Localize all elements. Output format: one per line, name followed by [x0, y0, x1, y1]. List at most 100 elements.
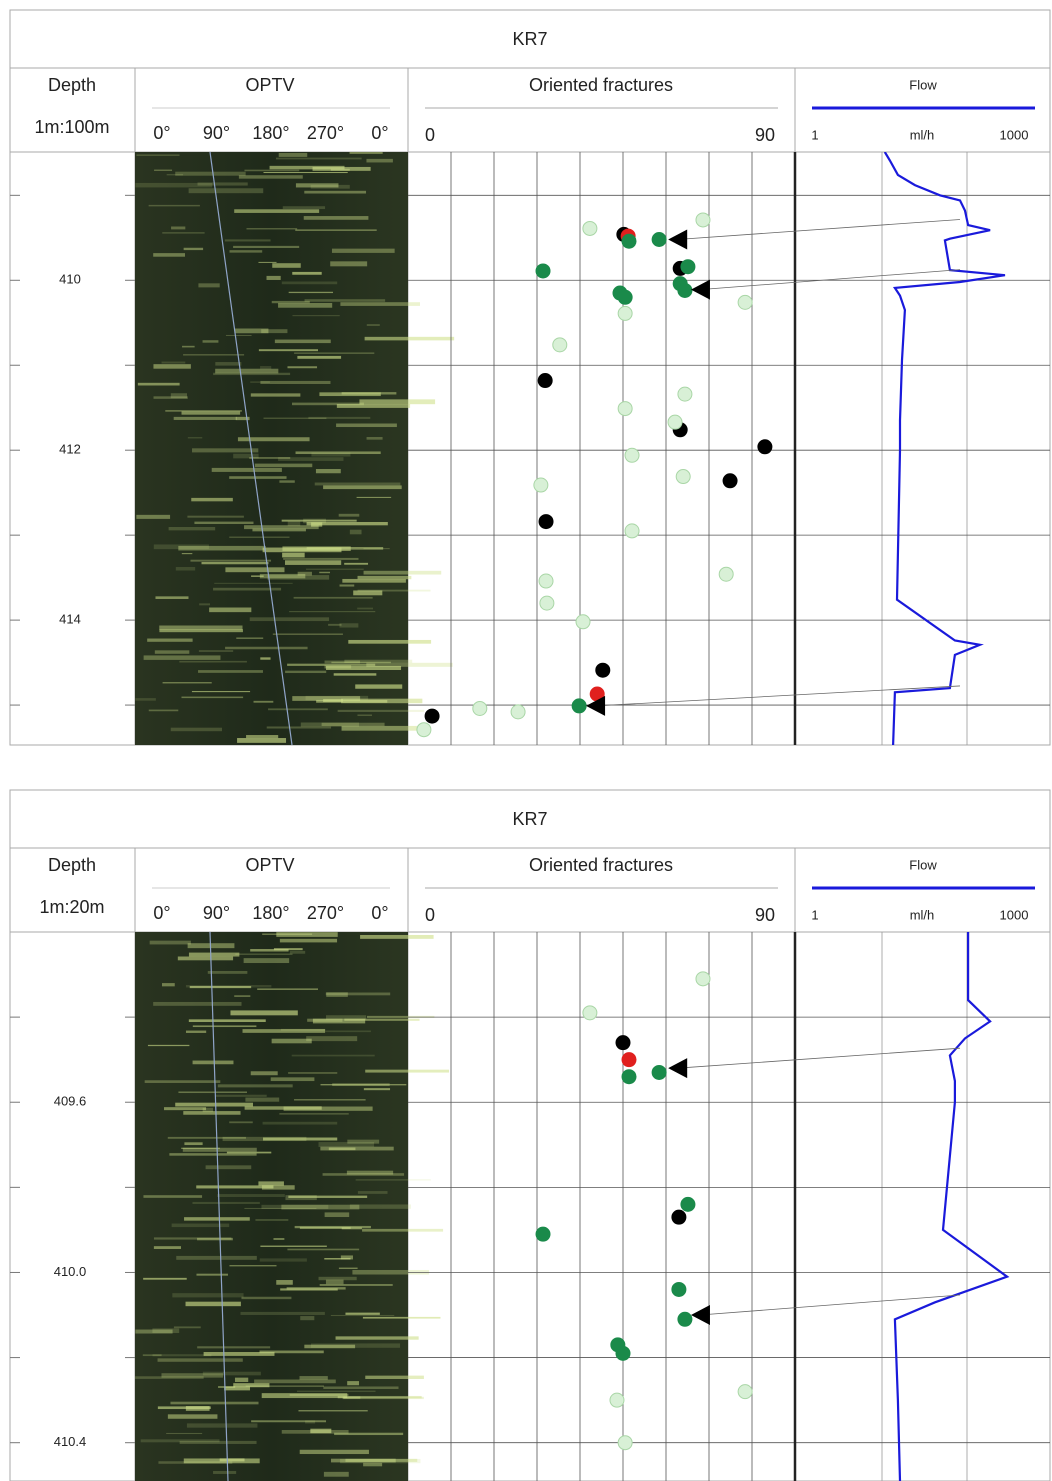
- optv-texture: [185, 1406, 210, 1411]
- fracture-open: [695, 971, 711, 987]
- optv-texture: [244, 525, 319, 530]
- optv-texture: [319, 571, 331, 574]
- optv-texture: [176, 1255, 257, 1260]
- optv-texture: [306, 547, 384, 550]
- fracture: [680, 1196, 696, 1212]
- optv-texture: [233, 1383, 270, 1388]
- optv-texture: [362, 1316, 441, 1319]
- optv-texture: [345, 1458, 418, 1462]
- optv-texture: [322, 1173, 405, 1176]
- optv-texture: [305, 1420, 316, 1424]
- fracture: [615, 1035, 631, 1051]
- optv-texture: [192, 1025, 257, 1028]
- optv-texture: [217, 1194, 285, 1198]
- panel-frame: [9, 9, 1051, 746]
- x-tick-label: 0: [425, 125, 435, 145]
- optv-texture: [365, 1069, 450, 1073]
- optv-texture: [287, 366, 318, 369]
- fracture-open: [552, 337, 568, 353]
- flow-tick-label: 1000: [1000, 907, 1029, 922]
- optv-texture: [323, 485, 402, 490]
- optv-image: [135, 152, 408, 745]
- optv-texture: [241, 1296, 292, 1300]
- optv-texture: [246, 228, 298, 230]
- optv-texture: [288, 291, 334, 294]
- optv-texture: [157, 1358, 243, 1362]
- optv-texture: [278, 457, 344, 461]
- optv-texture: [254, 1379, 336, 1384]
- optv-texture: [357, 714, 372, 716]
- optv-texture: [259, 573, 306, 579]
- optv-texture: [326, 992, 348, 997]
- fracture: [621, 233, 637, 249]
- optv-texture: [293, 596, 373, 599]
- optv-texture: [331, 248, 395, 253]
- optv-texture: [304, 1344, 356, 1349]
- optv-texture: [318, 1276, 357, 1281]
- optv-texture: [153, 544, 209, 550]
- optv-texture: [250, 1071, 278, 1076]
- optv-texture: [276, 1280, 293, 1285]
- optv-texture: [213, 587, 282, 591]
- flow-tick-label: 1: [811, 127, 818, 142]
- optv-texture: [182, 1147, 257, 1152]
- optv-texture: [224, 1386, 250, 1391]
- fracture: [537, 373, 553, 389]
- optv-texture: [330, 261, 368, 267]
- optv-texture: [357, 607, 374, 610]
- optv-texture: [188, 1019, 266, 1022]
- fracture-open: [695, 212, 711, 228]
- fracture: [424, 708, 440, 724]
- optv-texture: [366, 1015, 435, 1018]
- optv-texture: [181, 552, 193, 555]
- optv-texture: [266, 275, 281, 280]
- flow-marker: [690, 279, 710, 300]
- fracture-open: [677, 386, 693, 402]
- optv-texture: [154, 650, 190, 654]
- optv-texture: [197, 1237, 233, 1241]
- optv-texture: [269, 165, 345, 170]
- optv-texture: [209, 607, 252, 613]
- optv-texture: [349, 152, 383, 154]
- optv-texture: [287, 663, 376, 666]
- fracture-open: [737, 294, 753, 310]
- optv-texture: [211, 467, 282, 472]
- y-tick-label: 409.6: [54, 1094, 87, 1109]
- optv-texture: [295, 451, 381, 455]
- optv-texture: [363, 548, 390, 550]
- optv-texture: [168, 526, 216, 531]
- optv-texture: [291, 1054, 375, 1057]
- optv-texture: [330, 168, 350, 171]
- fracture: [651, 232, 667, 248]
- optv-texture: [148, 709, 179, 712]
- optv-texture: [299, 1226, 351, 1230]
- optv-texture: [250, 393, 301, 397]
- optv-texture: [278, 302, 333, 308]
- panel-title: KR7: [512, 809, 547, 829]
- flow-connector: [699, 269, 961, 291]
- optv-texture: [217, 1084, 293, 1088]
- fracture: [677, 1311, 693, 1327]
- optv-texture: [297, 1390, 376, 1392]
- optv-texture: [349, 529, 362, 535]
- optv-texture: [273, 948, 303, 951]
- optv-texture: [272, 263, 301, 268]
- optv-tick-label: 0°: [153, 903, 170, 923]
- flow-unit: ml/h: [910, 907, 935, 922]
- optv-texture: [161, 983, 175, 987]
- optv-texture: [235, 416, 250, 421]
- optv-texture: [198, 650, 234, 652]
- optv-texture: [263, 1137, 338, 1141]
- optv-texture: [299, 1449, 369, 1455]
- optv-texture: [357, 589, 431, 592]
- optv-texture: [148, 204, 200, 207]
- optv-texture: [270, 1077, 315, 1082]
- optv-tick-label: 0°: [153, 123, 170, 143]
- optv-texture: [166, 173, 184, 176]
- optv-texture: [153, 1237, 232, 1240]
- optv-texture: [320, 1146, 394, 1151]
- optv-texture: [261, 329, 288, 334]
- fracture-open: [617, 1435, 633, 1451]
- optv-texture: [335, 1336, 419, 1340]
- optv-texture: [170, 1401, 259, 1405]
